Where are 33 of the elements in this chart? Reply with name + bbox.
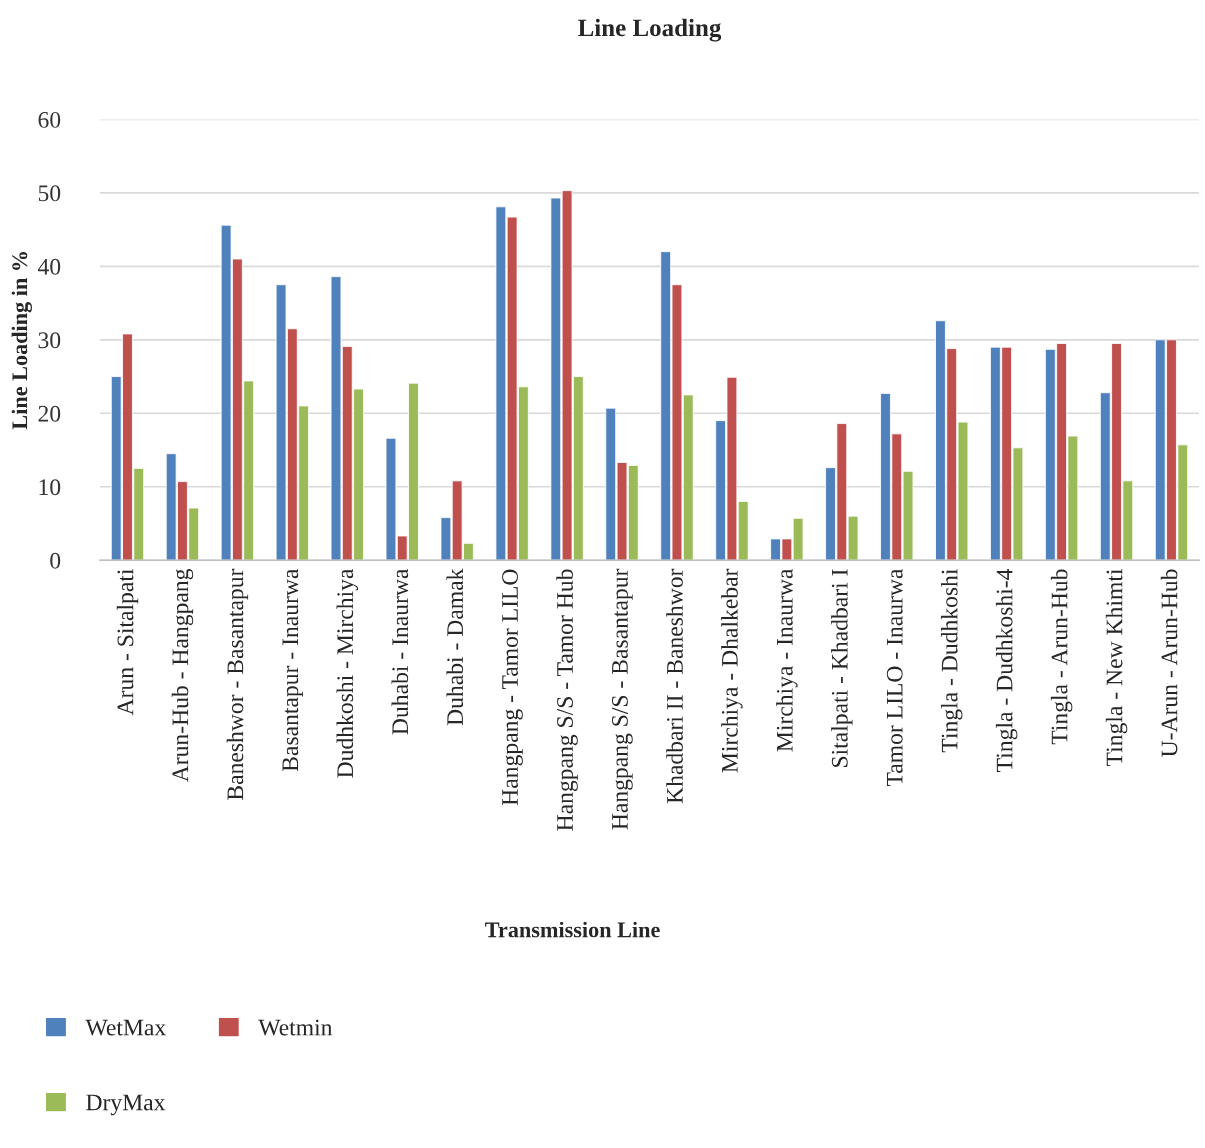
x-tick-label: Mirchiya - Inaurwa (776, 568, 798, 752)
x-tick-label: Arun-Hub - Hangpang (171, 569, 194, 783)
x-tick-label: Tingla - Arun-Hub (1050, 569, 1073, 745)
chart-title: Line Loading (578, 18, 722, 42)
x-tick-label: Dudhkoshi - Mirchiya (336, 568, 359, 778)
legend-label: WetMax (85, 1019, 166, 1036)
y-tick-label: 10 (39, 479, 61, 496)
x-tick-label: Tamor LILO - Inaurwa (886, 568, 903, 787)
x-tick-label: Hangpang S/S - Basantapur (612, 568, 633, 830)
x-tick-label: Arun - Sitalpati (116, 569, 139, 716)
x-tick-label: Basantapur - Inaurwa (282, 568, 304, 772)
x-tick-label: Sitalpati - Khadbari I (831, 569, 853, 767)
legend-label: DryMax (86, 1094, 166, 1116)
x-tick-label: Baneshwor - Basantapur (226, 568, 249, 800)
x-tick-label: Hangpang S/S - Tamor Hub (556, 569, 578, 831)
y-tick-label: 40 (37, 258, 61, 275)
y-tick-label: 50 (38, 185, 61, 202)
y-tick-label: 0 (50, 552, 61, 569)
x-tick-label: Hangpang - Tamor LILO (502, 569, 523, 806)
x-tick-label: Tingla - Dudhkoshi (940, 569, 963, 753)
x-tick-label: Duhabi - Inaurwa (391, 568, 409, 735)
y-tick-label: 30 (38, 332, 61, 349)
x-tick-label: Duhabi - Damak (446, 568, 464, 726)
legend-label: Wetmin (258, 1019, 333, 1036)
x-tick-label: Khadbari II - Baneshwor (666, 568, 683, 804)
x-tick-label: Tingla - Dudhkoshi-4 (995, 568, 1018, 772)
y-axis-title: Line Loading in % (11, 252, 32, 430)
x-tick-label: Tingla - New Khimti (1105, 569, 1128, 766)
x-axis-title: Transmission Line (485, 921, 660, 938)
y-tick-label: 60 (38, 111, 61, 128)
y-tick-label: 20 (38, 405, 61, 422)
x-tick-label: U-Arun - Arun-Hub (1160, 569, 1178, 757)
x-tick-label: Mirchiya - Dhalkebar (721, 568, 743, 773)
